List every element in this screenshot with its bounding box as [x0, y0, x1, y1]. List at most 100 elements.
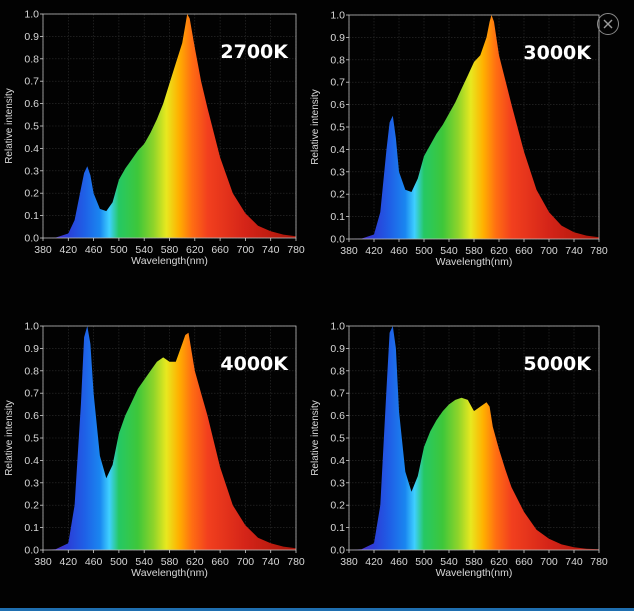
y-tick-label: 0.5 — [330, 433, 345, 445]
x-tick-label: 780 — [590, 556, 608, 568]
y-tick-label: 0.2 — [330, 500, 345, 512]
x-axis-label: Wavelength(nm) — [436, 256, 513, 268]
y-tick-label: 0.7 — [24, 388, 39, 400]
y-tick-label: 0.7 — [24, 76, 39, 88]
y-tick-label: 0.9 — [330, 32, 345, 44]
spectrum-area — [349, 15, 599, 239]
x-tick-label: 780 — [287, 244, 305, 256]
x-tick-label: 700 — [540, 556, 558, 568]
y-tick-label: 0.8 — [24, 365, 39, 377]
y-tick-label: 1.0 — [24, 9, 39, 21]
x-tick-label: 380 — [34, 244, 52, 256]
x-tick-label: 420 — [365, 245, 383, 257]
spectrum-chart-3000k: 0.0 0.1 0.2 0.3 0.4 0.5 0.6 0.7 0.8 0.9 1.0 380 420 4… — [310, 10, 608, 269]
x-tick-label: 500 — [110, 244, 128, 256]
y-tick-label: 0.0 — [330, 545, 345, 557]
spectrum-area — [349, 326, 599, 550]
x-axis-label: Wavelength(nm) — [131, 567, 208, 579]
x-tick-label: 780 — [590, 245, 608, 257]
y-tick-label: 0.4 — [24, 455, 39, 467]
x-tick-label: 500 — [415, 556, 433, 568]
x-tick-label: 620 — [490, 556, 508, 568]
x-tick-label: 740 — [262, 556, 280, 568]
spectrum-chart-5000k: 0.0 0.1 0.2 0.3 0.4 0.5 0.6 0.7 0.8 0.9 1.0 380 420 4… — [310, 321, 608, 580]
x-tick-label: 660 — [515, 556, 533, 568]
y-tick-label: 0.2 — [330, 189, 345, 201]
x-tick-label: 460 — [85, 556, 103, 568]
close-icon — [603, 19, 613, 29]
y-tick-label: 0.3 — [330, 477, 345, 489]
x-tick-label: 460 — [390, 245, 408, 257]
x-tick-label: 420 — [365, 556, 383, 568]
y-tick-label: 0.1 — [330, 522, 345, 534]
x-tick-label: 420 — [60, 244, 78, 256]
x-tick-label: 420 — [60, 556, 78, 568]
bottom-accent-bar — [0, 608, 634, 611]
y-tick-label: 0.9 — [24, 31, 39, 43]
y-tick-label: 0.3 — [24, 477, 39, 489]
y-tick-label: 0.4 — [330, 455, 345, 467]
y-tick-label: 0.7 — [330, 77, 345, 89]
color-temperature-label: 3000K — [523, 42, 592, 64]
y-tick-label: 0.2 — [24, 500, 39, 512]
x-tick-label: 460 — [390, 556, 408, 568]
x-tick-label: 380 — [340, 556, 358, 568]
y-tick-label: 1.0 — [330, 321, 345, 333]
y-tick-label: 0.0 — [24, 545, 39, 557]
x-tick-label: 580 — [465, 556, 483, 568]
y-tick-label: 1.0 — [24, 321, 39, 333]
y-tick-label: 0.6 — [24, 410, 39, 422]
x-tick-label: 580 — [465, 245, 483, 257]
y-tick-label: 0.2 — [24, 188, 39, 200]
y-axis-label: Relative intensity — [310, 400, 321, 476]
x-tick-label: 780 — [287, 556, 305, 568]
y-tick-label: 0.1 — [330, 211, 345, 223]
y-tick-label: 0.6 — [330, 99, 345, 111]
spectrum-chart-4000k: 0.0 0.1 0.2 0.3 0.4 0.5 0.6 0.7 0.8 0.9 1.0 380 420 4… — [4, 321, 305, 580]
x-tick-label: 620 — [186, 244, 204, 256]
x-tick-label: 500 — [110, 556, 128, 568]
x-tick-label: 660 — [211, 556, 229, 568]
spectrum-chart-2700k: 0.0 0.1 0.2 0.3 0.4 0.5 0.6 0.7 0.8 0.9 1.0 380 420 4… — [4, 9, 305, 268]
color-temperature-label: 4000K — [220, 353, 289, 375]
x-tick-label: 620 — [490, 245, 508, 257]
x-tick-label: 540 — [440, 245, 458, 257]
x-tick-label: 380 — [340, 245, 358, 257]
close-button[interactable] — [597, 13, 619, 35]
y-tick-label: 0.8 — [330, 54, 345, 66]
x-tick-label: 740 — [565, 556, 583, 568]
y-tick-label: 0.6 — [330, 410, 345, 422]
y-tick-label: 0.8 — [24, 53, 39, 65]
x-tick-label: 580 — [161, 244, 179, 256]
y-tick-label: 0.1 — [24, 210, 39, 222]
x-tick-label: 700 — [540, 245, 558, 257]
y-tick-label: 0.0 — [24, 233, 39, 245]
x-tick-label: 380 — [34, 556, 52, 568]
x-tick-label: 460 — [85, 244, 103, 256]
x-tick-label: 620 — [186, 556, 204, 568]
y-tick-label: 1.0 — [330, 10, 345, 22]
spectrum-area — [43, 14, 296, 238]
y-axis-label: Relative intensity — [4, 88, 15, 164]
y-tick-label: 0.0 — [330, 234, 345, 246]
y-tick-label: 0.5 — [330, 122, 345, 134]
x-axis-label: Wavelength(nm) — [131, 255, 208, 267]
x-tick-label: 660 — [211, 244, 229, 256]
x-axis-label: Wavelength(nm) — [436, 567, 513, 579]
y-tick-label: 0.1 — [24, 522, 39, 534]
x-tick-label: 580 — [161, 556, 179, 568]
x-tick-label: 500 — [415, 245, 433, 257]
x-tick-label: 700 — [237, 556, 255, 568]
x-tick-label: 740 — [262, 244, 280, 256]
y-tick-label: 0.4 — [330, 144, 345, 156]
y-tick-label: 0.8 — [330, 365, 345, 377]
x-tick-label: 540 — [440, 556, 458, 568]
y-tick-label: 0.9 — [330, 343, 345, 355]
color-temperature-label: 5000K — [523, 353, 592, 375]
y-tick-label: 0.6 — [24, 98, 39, 110]
x-tick-label: 660 — [515, 245, 533, 257]
y-tick-label: 0.4 — [24, 143, 39, 155]
x-tick-label: 740 — [565, 245, 583, 257]
x-tick-label: 700 — [237, 244, 255, 256]
y-tick-label: 0.3 — [330, 166, 345, 178]
